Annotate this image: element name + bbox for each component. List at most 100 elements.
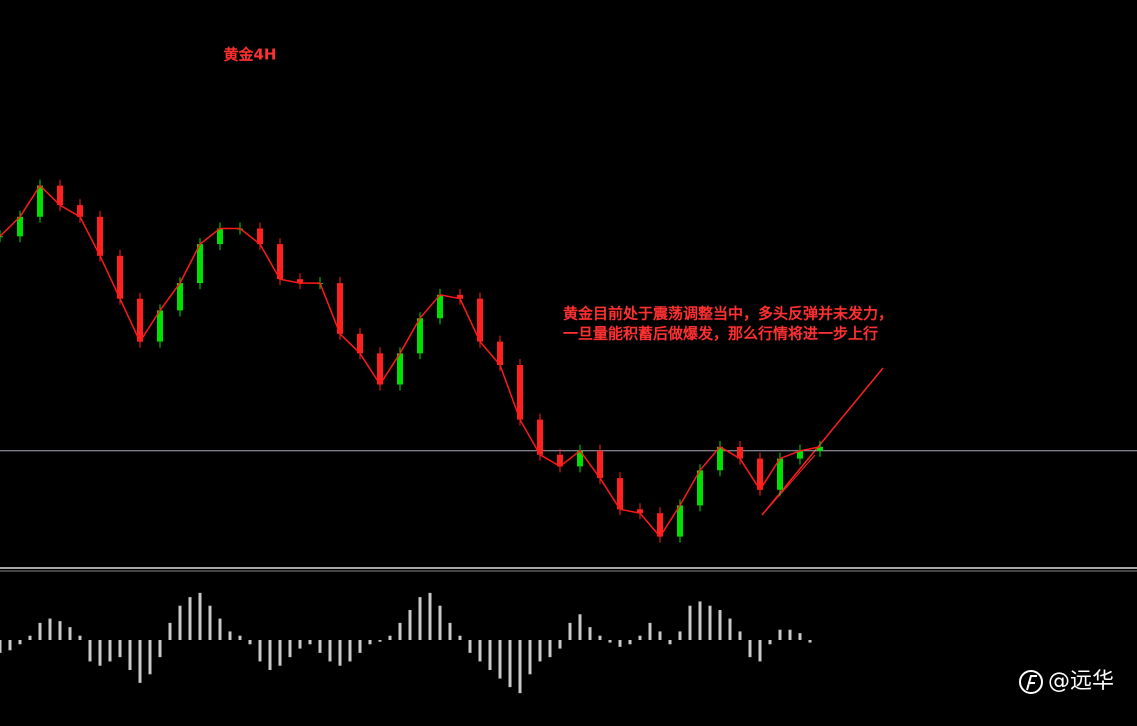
- oscillator-bar: [558, 640, 562, 649]
- oscillator-bar: [98, 640, 102, 666]
- oscillator-bar: [258, 640, 262, 662]
- oscillator-bar: [218, 618, 222, 640]
- candle-body: [737, 446, 743, 459]
- oscillator-bar: [118, 640, 122, 658]
- oscillator-bar: [278, 640, 282, 666]
- oscillator-bar: [738, 631, 742, 640]
- oscillator-bar: [58, 621, 62, 640]
- oscillator-bar: [798, 633, 802, 640]
- candle-body: [697, 470, 703, 506]
- oscillator-bar: [108, 640, 112, 662]
- oscillator-bar: [148, 640, 152, 675]
- oscillator-bar: [468, 640, 472, 653]
- oscillator-bar: [758, 640, 762, 662]
- oscillator-bar: [478, 640, 482, 662]
- candle-body: [177, 283, 183, 311]
- oscillator-bar: [718, 610, 722, 640]
- candle-body: [657, 513, 663, 537]
- annotation: 一旦量能积蓄后做爆发，那么行情将进一步上行: [563, 325, 878, 343]
- candle-body: [717, 446, 723, 471]
- candle-body: [137, 298, 143, 342]
- oscillator-bar: [518, 640, 522, 694]
- oscillator-bar: [438, 605, 442, 640]
- candle-body: [517, 365, 523, 420]
- oscillator-bar: [428, 592, 432, 640]
- oscillator-bar: [418, 597, 422, 640]
- oscillator-bar: [158, 640, 162, 658]
- candle-body: [817, 446, 823, 451]
- oscillator-bar: [408, 610, 412, 640]
- candle-body: [557, 454, 563, 467]
- candle-body: [617, 478, 623, 510]
- oscillator-bar: [38, 622, 42, 640]
- candle-body: [417, 318, 423, 354]
- oscillator-bar: [588, 627, 592, 640]
- oscillator-bar: [458, 635, 462, 640]
- price-line: [0, 184, 821, 538]
- oscillator-bar: [648, 622, 652, 640]
- candle-body: [537, 419, 543, 455]
- candle-body: [357, 333, 363, 354]
- oscillator-bar: [8, 640, 12, 651]
- oscillator-bar: [678, 631, 682, 640]
- oscillator-bar: [188, 597, 192, 640]
- oscillator-bar: [488, 640, 492, 670]
- candle-body: [17, 216, 23, 237]
- watermark-logo: [1019, 670, 1043, 694]
- oscillator-bar: [638, 635, 642, 640]
- oscillator-bar: [178, 605, 182, 640]
- oscillator-bar: [298, 640, 302, 649]
- candle-body: [777, 458, 783, 490]
- candle-body: [77, 205, 83, 217]
- candle-body: [337, 283, 343, 334]
- candle-body: [117, 255, 123, 299]
- oscillator-bar: [268, 640, 272, 670]
- candle-body: [257, 228, 263, 245]
- candle-body: [397, 353, 403, 385]
- oscillator-bar: [288, 640, 292, 658]
- oscillator-bar: [668, 640, 672, 645]
- oscillator-bar: [248, 640, 252, 645]
- oscillator-bar: [308, 640, 312, 645]
- candle-body: [97, 216, 103, 256]
- oscillator-bar: [598, 635, 602, 640]
- candle-body: [677, 505, 683, 537]
- chart-title: 黄金4H: [224, 46, 277, 64]
- oscillator-bar: [508, 640, 512, 688]
- oscillator-bar: [398, 622, 402, 640]
- oscillator-bar: [578, 614, 582, 640]
- candle-body: [197, 244, 203, 284]
- candle-body: [597, 450, 603, 479]
- oscillator-bar: [568, 622, 572, 640]
- oscillator-bar: [78, 635, 82, 640]
- candle-body: [577, 450, 583, 467]
- candle-body: [57, 185, 63, 206]
- oscillator-bar: [88, 640, 92, 662]
- candle-body: [477, 298, 483, 342]
- oscillator-bar: [658, 631, 662, 640]
- candle-body: [457, 294, 463, 299]
- oscillator-bar: [0, 640, 2, 653]
- oscillator-bar: [238, 635, 242, 640]
- oscillator-bar: [618, 640, 622, 647]
- oscillator-bar: [348, 640, 352, 662]
- watermark: @远华: [1048, 669, 1114, 694]
- oscillator-bar: [338, 640, 342, 666]
- candle-body: [437, 294, 443, 319]
- oscillator-bar: [388, 635, 392, 640]
- candle-body: [37, 185, 43, 217]
- trend-arrow: [761, 367, 884, 516]
- oscillator-bar: [698, 601, 702, 640]
- oscillator-bar: [708, 605, 712, 640]
- candle-body: [637, 509, 643, 514]
- oscillator-bar: [358, 640, 362, 653]
- candle-body: [757, 458, 763, 490]
- oscillator-bar: [18, 640, 22, 645]
- oscillator-bar: [318, 640, 322, 653]
- oscillator-bar: [778, 629, 782, 640]
- candle-body: [0, 236, 3, 238]
- candle-body: [297, 279, 303, 284]
